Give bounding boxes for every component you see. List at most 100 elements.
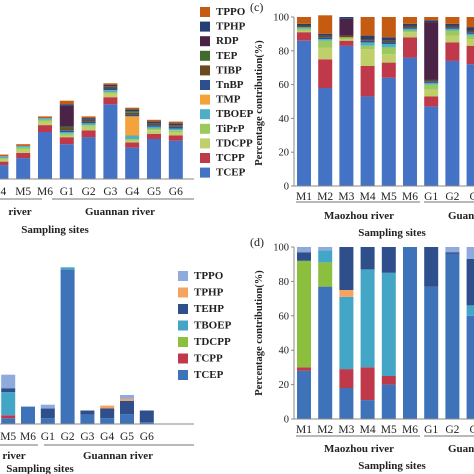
bar-segment-tcpp [360, 66, 375, 97]
bar-segment-tppo [1, 374, 16, 389]
bar-segment-tcep [360, 96, 375, 186]
bar-segment-tdcpp [297, 30, 311, 33]
bar-segment-tboep [147, 126, 161, 129]
bar-segment-tcep [403, 57, 417, 186]
bar-segment-tiprp [424, 84, 439, 90]
bar-segment-tehp [381, 247, 396, 273]
bar-segment-tibp [125, 112, 140, 115]
bar-segment-tcpp [445, 42, 460, 61]
bar-segment-tboep [125, 135, 140, 139]
bar-segment-tcep [445, 253, 460, 419]
bar-segment-tehp [100, 408, 115, 419]
bar-segment-tiprp [339, 37, 354, 39]
bar-segment-tcep [360, 400, 375, 419]
bar-segment-tiprp [403, 30, 417, 33]
bar-segment-tboep [424, 82, 439, 85]
bar-segment-tiprp [360, 45, 375, 50]
group-label: river [2, 450, 25, 462]
legend-label: TCPP [194, 353, 223, 365]
legend-label: TBOEP [194, 320, 232, 332]
bar-segment-tboep [339, 296, 354, 370]
bar-segment-tnbp [403, 27, 417, 29]
bar-segment-tphp [297, 23, 311, 26]
bar-segment-tehp [466, 259, 474, 306]
bar-segment-tcpp [381, 62, 396, 78]
bar-segment-tehp [360, 247, 375, 270]
bar-segment-tdcpp [318, 47, 333, 60]
legend-swatch [178, 271, 188, 281]
bar-segment-tdcpp [103, 93, 118, 98]
bar-segment-tiprp [81, 125, 96, 127]
bar-segment-tnbp [466, 32, 474, 34]
bar-segment-tppo [424, 17, 439, 21]
bar-segment-tiprp [0, 158, 9, 160]
bar-segment-tdcpp [16, 149, 31, 153]
bar-segment-tnbp [445, 27, 460, 29]
legend-label: TDCPP [194, 336, 231, 348]
bar-segment-tdcpp [339, 39, 354, 41]
bar-segment-tiprp [168, 130, 183, 132]
bar-segment-tphp [59, 104, 74, 106]
bar-segment-tcep [40, 418, 55, 424]
bar-segment-tcep [339, 388, 354, 419]
x-tick-label: M4 [360, 424, 376, 436]
bar-segment-tphp [120, 398, 134, 401]
bar-segment-tiprp [125, 139, 140, 141]
bar-segment-tcep [403, 247, 417, 419]
bar-segment-tnbp [360, 40, 375, 43]
bar-segment-tnbp [103, 88, 118, 91]
bar-segment-tppo [168, 121, 183, 124]
bar-segment-tboep [81, 123, 96, 125]
bar-segment-tppo [0, 154, 9, 157]
bar-segment-tcpp [381, 376, 396, 385]
x-tick-label: G4 [125, 186, 139, 198]
bar-segment-tcep [103, 104, 118, 179]
bar-segment-tcpp [103, 97, 118, 105]
bar-segment-tcpp [0, 161, 9, 166]
legend-label: TPPO [194, 270, 224, 282]
bar-segment-tcep [100, 418, 115, 424]
bar-segment-tboep [16, 145, 31, 148]
x-tick-label: G3 [80, 431, 94, 443]
x-tick-label: M3 [338, 191, 354, 203]
legend-label: TCEP [216, 167, 246, 179]
bar-segment-tppo [318, 247, 333, 251]
bar-segment-tcpp [16, 152, 31, 159]
bar-segment-tmp [125, 116, 140, 136]
x-tick-label: G5 [147, 186, 161, 198]
bar-segment-tcep [139, 422, 154, 424]
bar-segment-tboep [466, 305, 474, 316]
bar-segment-tiprp [16, 147, 31, 150]
bar-segment-tboep [38, 118, 52, 120]
y-tick-label: 20 [279, 380, 290, 391]
legend-swatch [200, 167, 210, 178]
bar-segment-tphp [466, 27, 474, 31]
bar-segment-rdp [59, 105, 74, 127]
bar-segment-tcep [381, 77, 396, 186]
bar-segment-tdcpp [38, 121, 52, 126]
bar-segment-tppo [147, 119, 161, 122]
bar-segment-tibp [360, 39, 375, 41]
bar-segment-tibp [318, 35, 333, 38]
x-tick-label: G1 [424, 191, 438, 203]
bar-segment-tphp [81, 118, 96, 120]
bar-segment-tcep [381, 384, 396, 419]
legend-label: TPHP [194, 287, 224, 299]
y-axis-title: Percentage contribution(%) [254, 40, 265, 166]
bar-segment-tcep [297, 370, 311, 419]
bar-segment-tcep [424, 106, 439, 186]
x-tick-label: M2 [317, 424, 333, 436]
x-tick-label: M5 [0, 431, 16, 443]
group-label: Guannan river [83, 450, 153, 462]
bar-segment-tcep [81, 137, 96, 179]
bar-segment-tiprp [103, 92, 118, 94]
legend-label: TPHP [216, 21, 246, 33]
bar-segment-tcpp [59, 137, 74, 145]
bar-segment-tdcpp [424, 89, 439, 97]
x-tick-label: M5 [381, 191, 397, 203]
bar-segment-tphp [103, 85, 118, 87]
bar-segment-tdcpp [125, 140, 140, 143]
bar-segment-tiprp [38, 119, 52, 122]
bar-segment-tehp [139, 410, 154, 423]
bar-segment-tehp [424, 247, 439, 287]
